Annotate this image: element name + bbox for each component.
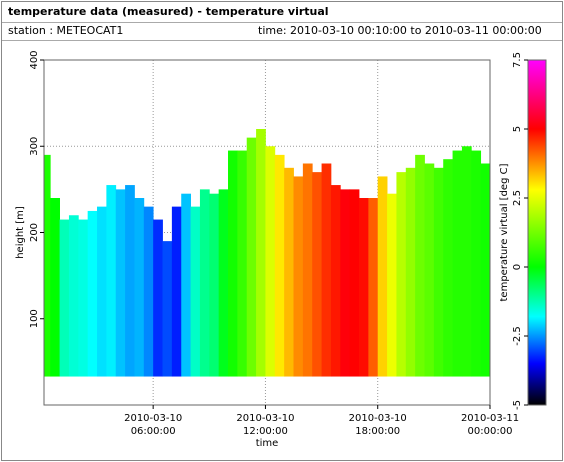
column (134, 198, 145, 377)
column (368, 198, 379, 377)
column (246, 137, 257, 377)
column (115, 189, 126, 377)
column (452, 150, 463, 377)
y-tick-label: 200 (29, 223, 40, 242)
colorbar-tick-label: -5 (512, 400, 523, 410)
column (387, 193, 397, 377)
column (274, 154, 285, 377)
colorbar-tick-label: -2.5 (512, 326, 523, 346)
column (190, 206, 201, 377)
x-tick-label: 2010-03-10 06:00:00 (124, 413, 182, 437)
x-tick-label: 2010-03-10 12:00:00 (236, 413, 294, 437)
column (228, 150, 238, 377)
colorbar-tick-label: 5 (512, 126, 523, 132)
column (443, 159, 453, 377)
column (424, 163, 435, 377)
column (359, 198, 369, 377)
column (349, 189, 360, 377)
column (68, 215, 79, 377)
x-axis-label: time (256, 438, 279, 449)
colorbar-tick-label: 0 (512, 264, 523, 270)
time-range: time: 2010-03-10 00:10:00 to 2010-03-11 … (258, 24, 542, 37)
column (171, 206, 182, 377)
column (199, 189, 210, 377)
column (209, 193, 220, 377)
column (321, 163, 332, 377)
column (218, 189, 229, 377)
plot (43, 59, 491, 406)
column (265, 146, 276, 377)
station: station : METEOCAT1 (8, 24, 123, 37)
column (106, 185, 117, 377)
y-tick-label: 100 (29, 309, 40, 328)
column (97, 206, 107, 377)
column (433, 167, 444, 377)
column (461, 146, 472, 377)
column (237, 150, 248, 377)
column (153, 219, 163, 377)
title: temperature data (measured) - temperatur… (8, 5, 329, 18)
column (50, 198, 60, 377)
x-tick-label: 2010-03-11 00:00:00 (461, 413, 519, 437)
column (471, 150, 482, 377)
x-tick-label: 2010-03-10 18:00:00 (349, 413, 407, 437)
colorbar (527, 59, 547, 406)
column (415, 154, 425, 377)
column (284, 167, 294, 377)
column (480, 163, 491, 377)
column (293, 176, 304, 377)
y-tick-label: 400 (29, 50, 40, 69)
column (340, 189, 351, 377)
column (405, 167, 416, 377)
column (87, 210, 98, 377)
column (162, 241, 173, 377)
column (312, 172, 322, 377)
column (330, 185, 341, 377)
colorbar-tick-label: 2.5 (512, 190, 523, 206)
y-axis-label: height [m] (15, 206, 26, 259)
column (181, 193, 191, 377)
column (396, 172, 407, 377)
column (44, 154, 51, 377)
colorbar-label: temperature virtual [deg C] (499, 163, 510, 301)
column (302, 163, 313, 377)
column (78, 219, 89, 377)
column (125, 185, 135, 377)
column (377, 176, 388, 377)
column (256, 129, 266, 377)
column (143, 206, 154, 377)
colorbar-tick-label: 7.5 (512, 52, 523, 68)
y-tick-label: 300 (29, 137, 40, 156)
column (59, 219, 70, 377)
